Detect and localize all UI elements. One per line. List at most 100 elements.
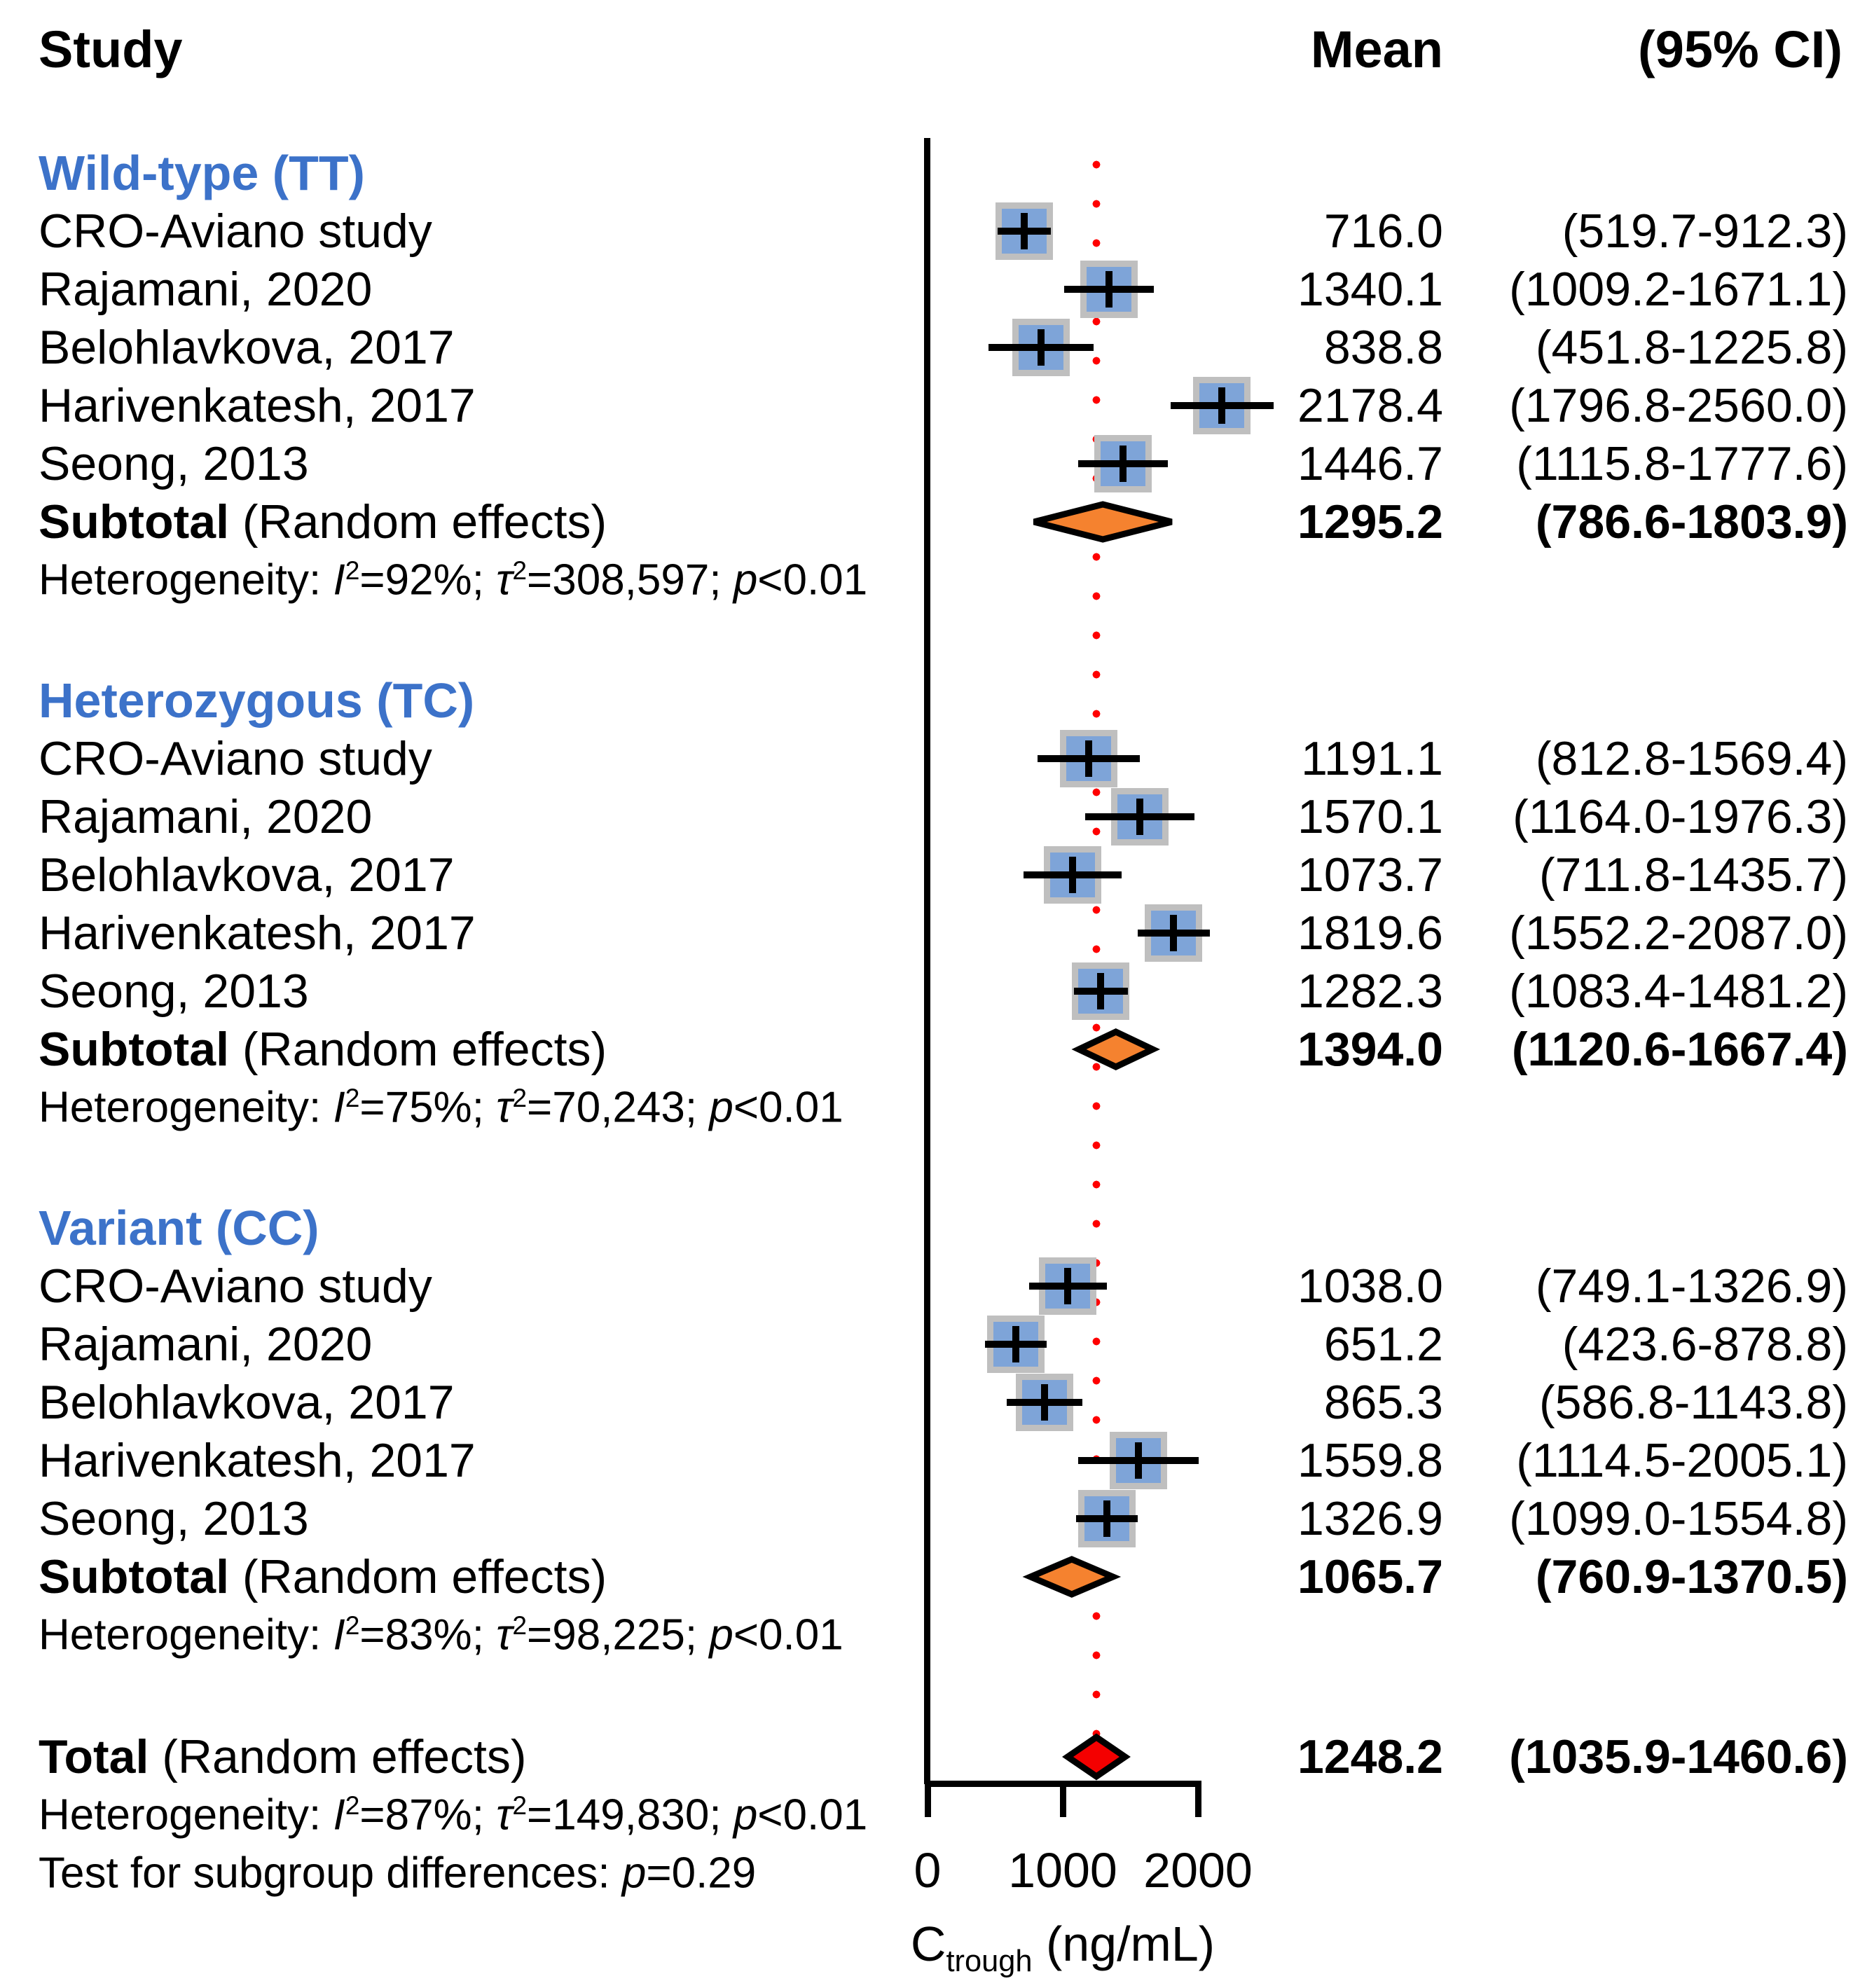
x-axis-tick (924, 1781, 931, 1817)
reference-line (1091, 145, 1101, 1755)
subtotal-label: Subtotal (Random effects) (39, 1550, 607, 1603)
study-label: Belohlavkova, 2017 (39, 1376, 455, 1429)
subtotal-diamond-shape (1071, 1028, 1161, 1070)
mean-value: 865.3 (1323, 1376, 1443, 1429)
study-label: Harivenkatesh, 2017 (39, 906, 476, 960)
subtotal-ci-value: (1120.6-1667.4) (1511, 1023, 1848, 1076)
heterogeneity-note: Heterogeneity: I2=83%; τ2=98,225; p<0.01 (39, 1610, 843, 1659)
subtotal-diamond (1071, 1028, 1161, 1070)
subtotal-diamond-shape (1033, 501, 1173, 543)
total-mean-value: 1248.2 (1297, 1730, 1443, 1783)
ci-value: (423.6-878.8) (1562, 1318, 1848, 1371)
heterogeneity-note: Heterogeneity: I2=75%; τ2=70,243; p<0.01 (39, 1082, 843, 1132)
ci-value: (1083.4-1481.2) (1509, 965, 1848, 1018)
total-label: Total (Random effects) (39, 1730, 527, 1783)
mean-value: 1446.7 (1297, 437, 1443, 490)
ci-value: (1114.5-2005.1) (1516, 1434, 1848, 1487)
plot-left-axis-line (924, 138, 930, 1784)
mean-tick (1012, 1326, 1019, 1362)
mean-tick (1170, 915, 1178, 951)
study-label: Rajamani, 2020 (39, 1318, 373, 1371)
subgroup-test-note: Test for subgroup differences: p=0.29 (39, 1849, 757, 1898)
x-axis-tick-label: 0 (914, 1843, 942, 1898)
mean-tick (1103, 1500, 1111, 1537)
mean-tick (1021, 213, 1028, 249)
mean-value: 1326.9 (1297, 1492, 1443, 1545)
mean-value: 651.2 (1323, 1318, 1443, 1371)
x-axis-title: Ctrough (ng/mL) (910, 1917, 1215, 1978)
mean-value: 716.0 (1323, 205, 1443, 258)
ci-value: (1099.0-1554.8) (1509, 1492, 1848, 1545)
subtotal-mean-value: 1065.7 (1297, 1550, 1443, 1603)
x-axis-tick-label: 1000 (1008, 1843, 1117, 1898)
mean-tick (1064, 1268, 1072, 1304)
study-label: Belohlavkova, 2017 (39, 848, 455, 902)
x-axis-tick (1194, 1781, 1201, 1817)
ci-column-header: (95% CI) (1638, 20, 1842, 78)
mean-tick (1084, 740, 1092, 777)
study-label: CRO-Aviano study (39, 205, 432, 258)
section-header-2: Heterozygous (TC) (39, 673, 475, 728)
mean-tick (1041, 1384, 1048, 1421)
ci-value: (711.8-1435.7) (1538, 848, 1848, 902)
mean-value: 1282.3 (1297, 965, 1443, 1018)
study-label: Rajamani, 2020 (39, 790, 373, 843)
section-header-3: Variant (CC) (39, 1201, 319, 1255)
ci-value: (519.7-912.3) (1562, 205, 1848, 258)
study-label: Seong, 2013 (39, 437, 309, 490)
subtotal-ci-value: (786.6-1803.9) (1535, 495, 1848, 548)
subtotal-label: Subtotal (Random effects) (39, 495, 607, 548)
ci-value: (1796.8-2560.0) (1509, 379, 1848, 432)
study-label: Seong, 2013 (39, 1492, 309, 1545)
study-label: Harivenkatesh, 2017 (39, 379, 476, 432)
mean-value: 1819.6 (1297, 906, 1443, 960)
subtotal-diamond-shape (1022, 1556, 1122, 1598)
mean-tick (1105, 271, 1112, 308)
mean-tick (1120, 446, 1127, 482)
mean-value: 838.8 (1323, 321, 1443, 374)
study-label: Belohlavkova, 2017 (39, 321, 455, 374)
study-label: Rajamani, 2020 (39, 263, 373, 316)
study-column-header: Study (39, 20, 183, 78)
mean-tick (1136, 799, 1144, 835)
mean-value: 1038.0 (1297, 1259, 1443, 1313)
ci-value: (749.1-1326.9) (1535, 1259, 1848, 1313)
mean-value: 1570.1 (1297, 790, 1443, 843)
total-heterogeneity-note: Heterogeneity: I2=87%; τ2=149,830; p<0.0… (39, 1790, 868, 1839)
total-diamond-shape (1061, 1733, 1131, 1781)
ci-value: (451.8-1225.8) (1535, 321, 1848, 374)
mean-tick (1069, 857, 1077, 893)
study-label: CRO-Aviano study (39, 1259, 432, 1313)
ci-value: (1009.2-1671.1) (1509, 263, 1848, 316)
study-label: Harivenkatesh, 2017 (39, 1434, 476, 1487)
study-label: CRO-Aviano study (39, 732, 432, 785)
ci-value: (586.8-1143.8) (1538, 1376, 1848, 1429)
subtotal-mean-value: 1295.2 (1297, 495, 1443, 548)
mean-value: 2178.4 (1297, 379, 1443, 432)
mean-value: 1191.1 (1301, 732, 1443, 785)
ci-value: (812.8-1569.4) (1535, 732, 1848, 785)
mean-value: 1340.1 (1297, 263, 1443, 316)
x-axis-tick (1059, 1781, 1066, 1817)
mean-tick (1218, 387, 1226, 424)
subtotal-label: Subtotal (Random effects) (39, 1023, 607, 1076)
mean-tick (1037, 329, 1045, 366)
ci-value: (1552.2-2087.0) (1509, 906, 1848, 960)
section-header-1: Wild-type (TT) (39, 146, 365, 200)
study-label: Seong, 2013 (39, 965, 309, 1018)
heterogeneity-note: Heterogeneity: I2=92%; τ2=308,597; p<0.0… (39, 555, 868, 605)
mean-tick (1135, 1442, 1143, 1479)
total-diamond (1061, 1733, 1131, 1781)
subtotal-diamond (1022, 1556, 1122, 1598)
x-axis-tick-label: 2000 (1143, 1843, 1253, 1898)
subtotal-ci-value: (760.9-1370.5) (1535, 1550, 1848, 1603)
subtotal-mean-value: 1394.0 (1297, 1023, 1443, 1076)
mean-tick (1097, 973, 1105, 1009)
mean-value: 1073.7 (1297, 848, 1443, 902)
ci-value: (1115.8-1777.6) (1516, 437, 1848, 490)
mean-column-header: Mean (1310, 20, 1443, 78)
mean-value: 1559.8 (1297, 1434, 1443, 1487)
subtotal-diamond (1033, 501, 1173, 543)
total-ci-value: (1035.9-1460.6) (1509, 1730, 1848, 1783)
